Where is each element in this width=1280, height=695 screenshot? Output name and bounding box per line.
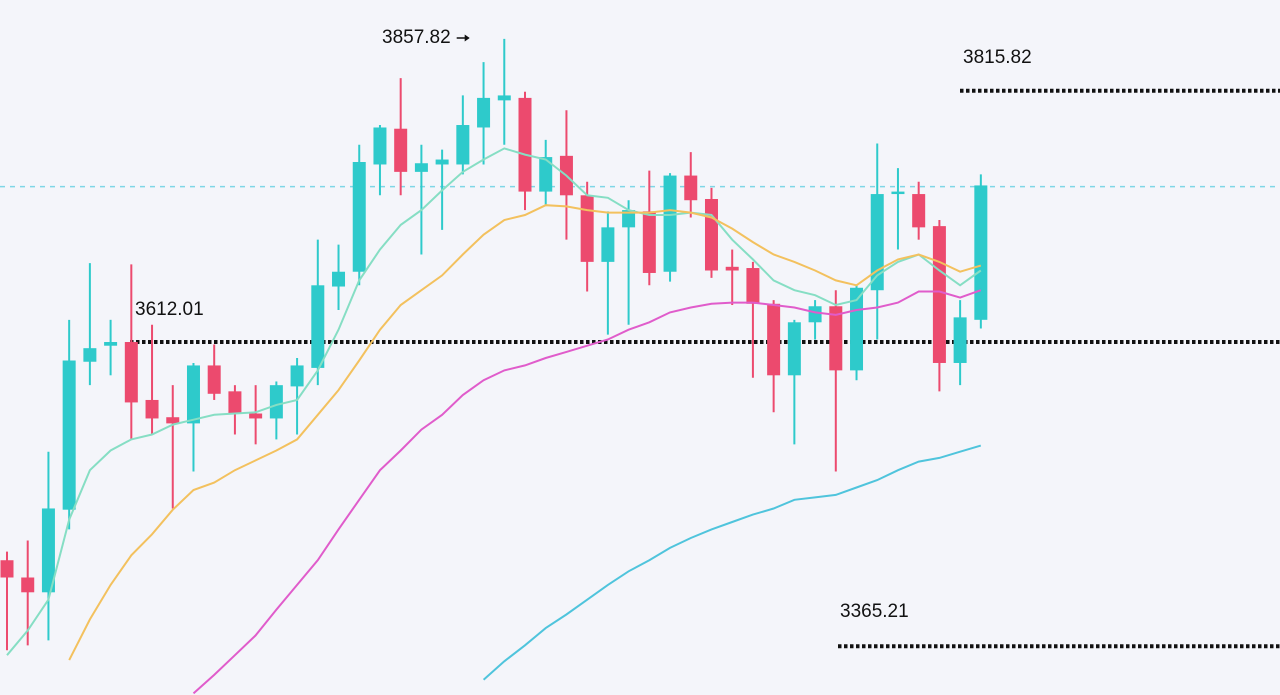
candle-body (974, 185, 988, 320)
candle-body (435, 159, 449, 165)
candle-body (953, 317, 967, 363)
candle-body (829, 306, 843, 371)
candle-body (332, 271, 346, 287)
candle-body (477, 97, 491, 128)
level-label: 3815.82 (963, 47, 1032, 68)
candle-body (539, 157, 553, 192)
candle-body (663, 175, 677, 272)
candle-body (642, 211, 656, 273)
high-annotation: 3857.82 (382, 27, 451, 48)
annotation-arrowhead (464, 34, 470, 42)
candle-body (746, 268, 760, 304)
candle-body (166, 417, 180, 424)
candle-body (767, 303, 781, 376)
candle-body (373, 127, 387, 165)
candle-body (124, 342, 138, 403)
moving-average-line (482, 444, 982, 681)
candle-body (21, 577, 35, 593)
candle-body (41, 508, 55, 593)
candle-body (145, 399, 159, 419)
level-label: 3612.01 (135, 299, 204, 320)
candle-body (932, 226, 946, 363)
candle-body (62, 360, 76, 510)
candle-body (311, 285, 325, 368)
candle-body (290, 365, 304, 387)
candle-body (850, 287, 864, 371)
candle-body (601, 227, 615, 262)
candle-body (186, 365, 200, 424)
candle-body (414, 163, 428, 172)
candle-body (725, 266, 739, 271)
candle-body (394, 128, 408, 172)
candle-body (207, 365, 221, 394)
candle-body (0, 560, 14, 578)
candle-body (704, 198, 718, 271)
candle-body (269, 385, 283, 419)
candle-body (228, 391, 242, 414)
candle-body (580, 195, 594, 262)
candle-body (518, 97, 532, 192)
candle-body (912, 194, 926, 228)
level-label: 3365.21 (840, 601, 909, 622)
candle-body (249, 413, 263, 419)
candle-body (104, 342, 118, 346)
candle-body (684, 175, 698, 201)
moving-average-line (6, 147, 982, 656)
moving-average-line (192, 289, 982, 695)
moving-average-line (68, 204, 982, 661)
candle-body (456, 125, 470, 165)
candle-body (787, 322, 801, 376)
candle-body (870, 194, 884, 291)
candle-body (352, 162, 366, 272)
candle-body (83, 348, 97, 362)
candle-body (497, 95, 511, 101)
candle-body (808, 306, 822, 323)
candle-body (622, 210, 636, 228)
candle-body (891, 191, 905, 195)
